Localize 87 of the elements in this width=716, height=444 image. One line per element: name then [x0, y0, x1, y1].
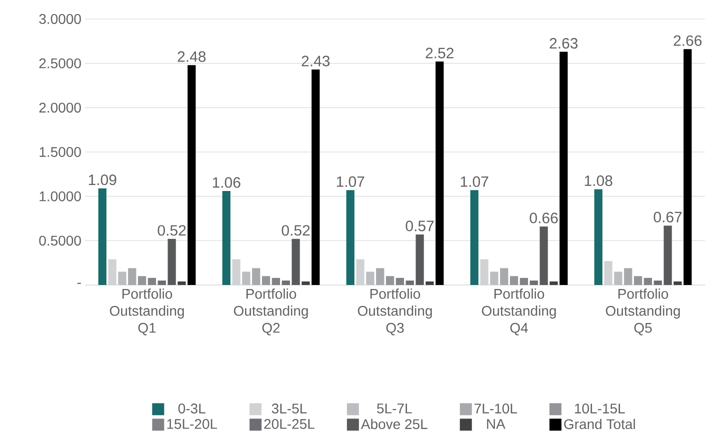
bar — [118, 272, 126, 285]
legend-label: Above 25L — [360, 418, 428, 430]
bar — [312, 70, 320, 285]
legend-label: NA — [487, 419, 506, 429]
y-tick-label: 1.0000 — [40, 191, 81, 202]
legend-label: 0-3L — [178, 404, 206, 414]
bar — [654, 280, 662, 285]
bar — [530, 280, 538, 285]
bar — [664, 226, 672, 285]
bar — [376, 268, 384, 285]
legend-label: 15L-20L — [167, 419, 218, 429]
bar — [108, 259, 116, 285]
bar — [520, 278, 528, 285]
legend-label: 3L-5L — [272, 404, 307, 414]
bar — [624, 268, 632, 285]
bar — [128, 268, 136, 285]
bar — [346, 190, 354, 285]
data-label: 2.66 — [674, 35, 702, 46]
data-label: 1.07 — [460, 176, 488, 187]
y-tick-label: 1.5000 — [40, 147, 81, 157]
bar — [674, 281, 682, 285]
bar — [158, 280, 166, 285]
data-label: 1.07 — [336, 176, 364, 187]
bar — [138, 276, 146, 285]
data-label: 0.67 — [654, 212, 682, 222]
x-tick-label: Portfolio Outstanding Q4 — [482, 288, 556, 336]
data-label: 0.52 — [158, 225, 186, 236]
bar — [178, 281, 186, 285]
bar — [426, 281, 434, 285]
bar — [470, 190, 478, 285]
bar — [222, 191, 230, 285]
data-label: 1.06 — [212, 177, 240, 188]
bar — [510, 276, 518, 285]
x-tick-label: Portfolio Outstanding Q1 — [110, 288, 184, 336]
bar — [594, 189, 602, 285]
y-tick-label: 3.0000 — [39, 14, 81, 24]
bar — [684, 49, 692, 285]
bar — [644, 278, 652, 285]
bar — [242, 272, 250, 285]
bar — [366, 272, 374, 285]
bar — [436, 62, 444, 285]
bar — [604, 261, 612, 285]
bar — [560, 52, 568, 285]
bar — [396, 278, 404, 285]
bar — [356, 259, 364, 285]
legend-label: 7L-10L — [474, 404, 517, 414]
legend-label: 5L-7L — [377, 404, 412, 414]
data-label: 1.08 — [584, 175, 612, 186]
data-label: 2.52 — [426, 48, 454, 58]
bar — [168, 238, 176, 285]
data-label: 2.63 — [550, 38, 578, 49]
bar — [282, 280, 290, 285]
legend-label: Grand Total — [564, 418, 635, 430]
bar — [540, 226, 548, 285]
y-tick-label: 2.5000 — [39, 58, 81, 68]
bar — [480, 259, 488, 285]
bar — [232, 259, 240, 285]
bar — [292, 238, 300, 285]
bar — [634, 276, 642, 285]
data-label: 1.09 — [88, 174, 116, 186]
legend-label: 20L-25L — [264, 419, 314, 429]
data-label: 2.48 — [178, 51, 206, 62]
legend-label: 10L-15L — [575, 404, 625, 414]
y-tick-label: 2.0000 — [39, 102, 81, 113]
bar — [302, 281, 310, 285]
bar — [490, 272, 498, 285]
data-label: 0.66 — [530, 212, 558, 224]
y-tick-label: - — [77, 282, 81, 284]
x-tick-label: Portfolio Outstanding Q3 — [358, 288, 432, 336]
x-tick-label: Portfolio Outstanding Q5 — [606, 288, 680, 336]
bar — [188, 65, 196, 285]
bar — [614, 272, 622, 285]
bar — [98, 188, 106, 285]
bar — [416, 234, 424, 285]
x-tick-label: Portfolio Outstanding Q2 — [234, 288, 308, 336]
bar — [406, 280, 414, 285]
y-tick-label: 0.5000 — [39, 236, 81, 246]
data-label: 0.57 — [406, 220, 434, 232]
bar — [262, 276, 270, 285]
bar — [550, 281, 558, 285]
bar — [386, 276, 394, 285]
data-label: 0.52 — [282, 225, 310, 236]
bar — [500, 268, 508, 285]
bar — [252, 268, 260, 285]
bar — [148, 278, 156, 285]
data-label: 2.43 — [302, 56, 330, 66]
bar — [272, 278, 280, 285]
